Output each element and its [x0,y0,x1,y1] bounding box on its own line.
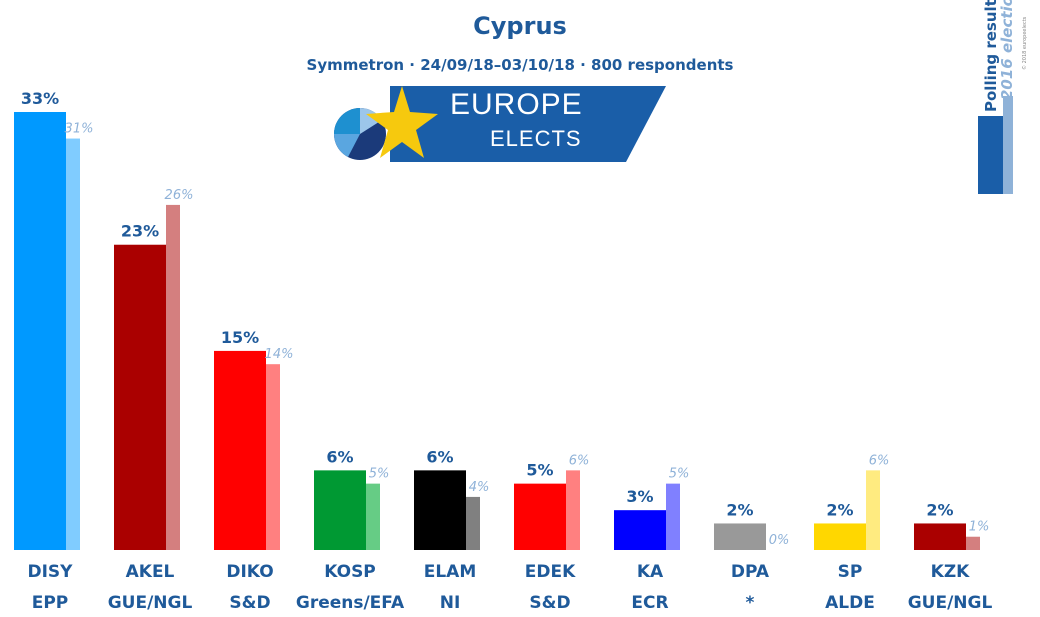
europe-elects-logo [334,86,666,162]
group-label-diko: S&D [229,593,270,613]
poll-value-label-kzk: 2% [926,500,953,519]
poll-bar-disy [14,112,66,550]
poll-bar-kosp [314,470,366,550]
party-label-akel: AKEL [126,562,175,582]
poll-value-label-diko: 15% [221,328,259,347]
logo-pie-slice-mid [334,134,360,157]
logo-text-elects: ELECTS [490,126,582,151]
logo-banner [390,86,666,162]
poll-bar-akel [114,244,166,550]
prev-bar-kzk [966,536,980,550]
prev-value-label-akel: 26% [165,188,194,203]
party-label-disy: DISY [28,562,74,582]
poll-bar-sp [814,523,866,550]
prev-bar-akel [166,204,180,550]
prev-value-label-edek: 6% [569,453,590,468]
poll-bar-diko [214,350,266,550]
prev-bar-elam [466,496,480,550]
prev-bar-disy [66,138,80,550]
poll-value-label-disy: 33% [21,89,59,108]
party-label-elam: ELAM [424,562,477,582]
group-label-edek: S&D [529,593,570,613]
legend-election-swatch [1003,96,1013,194]
prev-value-label-ka: 5% [669,467,690,482]
poll-value-label-sp: 2% [826,500,853,519]
party-label-kosp: KOSP [324,562,376,582]
prev-bar-ka [666,483,680,550]
prev-value-label-kosp: 5% [369,467,390,482]
party-label-kzk: KZK [931,562,971,582]
group-label-disy: EPP [32,593,69,613]
prev-value-label-dpa: 0% [769,533,790,548]
poll-bar-dpa [714,523,766,550]
logo-text-europe: EUROPE [450,88,583,121]
legend [978,96,1013,194]
poll-bar-edek [514,483,566,550]
logo-pie-slice-light [334,108,360,134]
party-label-dpa: DPA [731,562,770,582]
poll-bar-ka [614,510,666,550]
poll-value-label-ka: 3% [626,487,653,506]
group-label-elam: NI [440,593,461,613]
prev-value-label-sp: 6% [869,453,890,468]
prev-value-label-elam: 4% [469,480,490,495]
poll-value-label-dpa: 2% [726,500,753,519]
poll-value-label-edek: 5% [526,461,553,480]
party-label-sp: SP [838,562,863,582]
group-label-kzk: GUE/NGL [908,593,993,613]
party-label-diko: DIKO [226,562,273,582]
chart-title: Cyprus [473,12,567,40]
prev-value-label-diko: 14% [265,347,294,362]
poll-bar-kzk [914,523,966,550]
legend-poll-swatch [978,116,1003,194]
poll-value-label-elam: 6% [426,447,453,466]
prev-bar-kosp [366,483,380,550]
group-label-sp: ALDE [825,593,875,613]
group-label-kosp: Greens/EFA [296,593,405,613]
logo-star-icon [366,86,438,158]
poll-value-label-akel: 23% [121,222,159,241]
prev-value-label-disy: 31% [65,122,94,137]
party-label-ka: KA [637,562,664,582]
chart-subtitle: Symmetron · 24/09/18–03/10/18 · 800 resp… [306,56,734,74]
prev-bar-sp [866,470,880,550]
party-label-edek: EDEK [525,562,576,582]
prev-bar-diko [266,364,280,550]
prev-bar-edek [566,470,580,550]
group-label-akel: GUE/NGL [108,593,193,613]
prev-value-label-kzk: 1% [969,520,990,535]
group-label-ka: ECR [631,593,668,613]
group-label-dpa: * [746,593,755,613]
poll-value-label-kosp: 6% [326,447,353,466]
poll-bar-elam [414,470,466,550]
